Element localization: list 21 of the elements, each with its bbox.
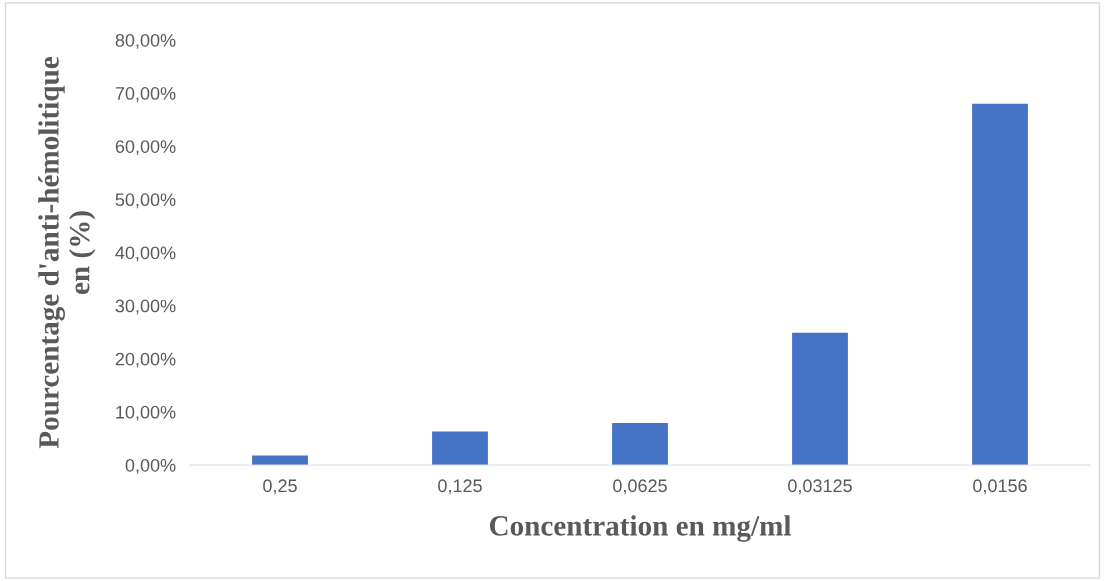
y-axis-title: Pourcentage d'anti-hémolitique en (%) (38, 57, 96, 449)
y-tick-label: 80,00% (115, 33, 176, 49)
y-tick-label: 0,00% (125, 458, 176, 474)
y-tick-label: 70,00% (115, 87, 176, 102)
bar (612, 423, 668, 465)
x-tick-label: 0,125 (438, 479, 482, 495)
bar (252, 455, 308, 465)
x-tick-label: 0,0156 (973, 479, 1027, 495)
x-tick-label: 0,03125 (788, 479, 852, 495)
x-tick-label: 0,0625 (613, 479, 667, 495)
y-tick-label: 50,00% (115, 193, 176, 209)
bar (432, 431, 488, 465)
x-axis-title: Concentration en mg/ml (489, 515, 791, 542)
y-tick-label: 20,00% (115, 352, 176, 368)
y-tick-label: 10,00% (116, 405, 176, 421)
bar (972, 103, 1028, 465)
y-tick-label: 60,00% (115, 140, 176, 156)
x-tick-label: 0,25 (263, 479, 297, 495)
bar (792, 332, 848, 465)
y-tick-label: 40,00% (115, 246, 176, 262)
y-tick-label: 30,00% (115, 299, 176, 315)
